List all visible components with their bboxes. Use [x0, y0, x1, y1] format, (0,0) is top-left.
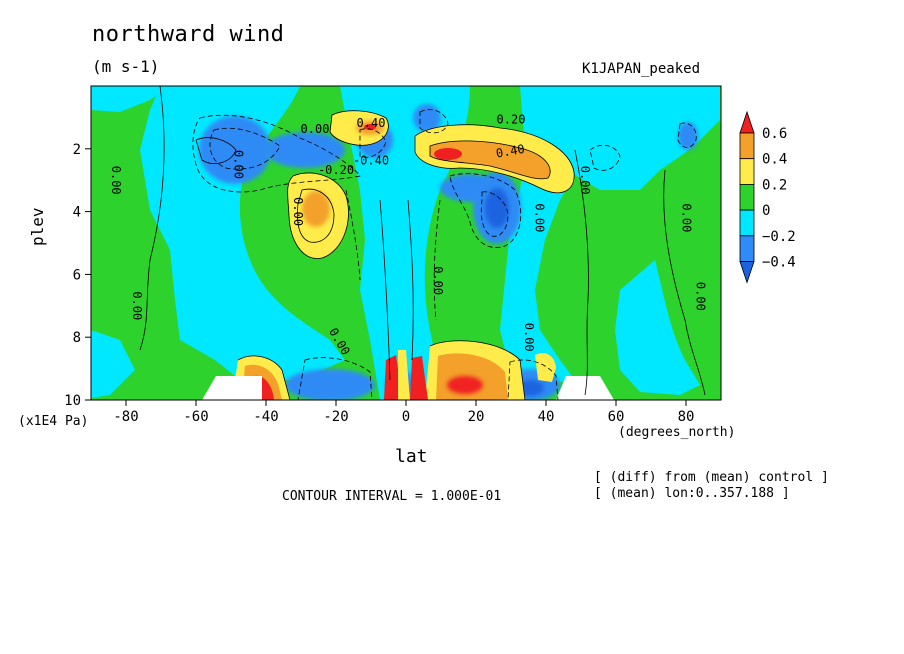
x-axis: -80 -60 -40 -20 0 20 40 60 80: [113, 400, 694, 425]
colorbar-label: 0.4: [762, 152, 787, 168]
y-tick-label: 4: [73, 205, 81, 221]
blob-neg-bottom-left: [285, 369, 375, 400]
blob-pos-small-right: [535, 353, 556, 382]
x-tick-label: 0: [402, 409, 410, 425]
contour-label: 0.00: [301, 122, 330, 136]
contour-label: 0.00: [232, 150, 246, 179]
colorbar-label: 0: [762, 203, 770, 219]
blob-pos-top-left-peak: [364, 124, 376, 130]
contour-lines-negative: [192, 109, 697, 400]
y-tick-label: 6: [73, 267, 81, 283]
contour-label: 0.00: [109, 166, 123, 195]
x-tick-label: 60: [608, 409, 625, 425]
contour-label: -0.40: [353, 154, 389, 168]
spike-center-red-1: [384, 355, 402, 400]
blob-pos-top-right-peak: [434, 148, 462, 160]
y-axis: 2 4 6 8 10: [64, 142, 91, 409]
negative-band-left-low: [91, 330, 135, 398]
blob-neg-upper-left-2: [265, 132, 345, 168]
x-axis-unit: (degrees_north): [618, 425, 736, 440]
x-tick-label: -20: [323, 409, 348, 425]
colorbar-segment: [739, 235, 755, 262]
colorbar: 0.6 0.4 0.2 0 −0.2 −0.4: [739, 110, 796, 284]
contour-lines: [139, 86, 706, 400]
plot-area: [91, 86, 721, 400]
chart-title: northward wind: [92, 22, 285, 47]
contour-label: 0.00: [578, 166, 592, 195]
y-tick-label: 10: [64, 393, 81, 409]
contour-label: 0.20: [497, 113, 526, 127]
blob-pos-mid-left-core: [302, 191, 330, 227]
contour-label: 0.00: [431, 266, 445, 295]
contour-label: 0.00: [522, 323, 536, 352]
contour-label: 0.40: [357, 116, 386, 130]
colorbar-segment: [739, 183, 755, 211]
diff-note: [ (diff) from (mean) control ]: [594, 470, 829, 485]
contour-label: 0.00: [533, 203, 547, 232]
colorbar-label: 0.6: [762, 126, 787, 142]
x-tick-label: 40: [538, 409, 555, 425]
mean-note: [ (mean) lon:0..357.188 ]: [594, 486, 790, 501]
negative-band-top-left: [91, 86, 170, 112]
contour-label: 0.00: [291, 197, 305, 226]
colorbar-label: −0.4: [762, 255, 796, 271]
contour-label: 0.00: [130, 291, 144, 320]
colorbar-segment: [739, 132, 755, 160]
colorbar-arrow-top: [739, 110, 755, 134]
colorbar-segment: [739, 158, 755, 185]
x-tick-label: -40: [253, 409, 278, 425]
x-tick-label: 20: [468, 409, 485, 425]
colorbar-arrow-bottom: [739, 261, 755, 284]
contour-label: -0.20: [318, 163, 354, 177]
colorbar-segment: [739, 209, 755, 237]
colorbar-label: −0.2: [762, 229, 796, 245]
colorbar-label: 0.2: [762, 177, 787, 193]
spike-center-red-2: [410, 356, 428, 400]
negative-band-sh: [140, 86, 345, 380]
blob-pos-bottom-center-right-peak: [447, 376, 483, 394]
x-tick-label: -60: [183, 409, 208, 425]
run-name: K1JAPAN_peaked: [582, 61, 701, 77]
missing-data-left: [202, 376, 262, 400]
contour-label: 0.00: [694, 282, 708, 311]
contour-interval-note: CONTOUR INTERVAL = 1.000E-01: [282, 489, 502, 504]
x-tick-label: 80: [678, 409, 695, 425]
y-axis-unit: (x1E4 Pa): [18, 414, 89, 429]
y-tick-label: 8: [73, 330, 81, 346]
blob-neg-mid-core: [485, 188, 509, 228]
spike-center-yellow: [398, 350, 410, 400]
contour-label: 0.40: [495, 142, 526, 161]
negative-band-right-strip: [615, 260, 700, 395]
chart-units: (m s-1): [92, 57, 160, 76]
contour-label: 0.00: [680, 203, 694, 232]
blob-neg-top-nh: [413, 104, 441, 132]
missing-data-right: [556, 376, 614, 400]
blob-pos-top-right-core: [430, 140, 551, 179]
y-tick-label: 2: [73, 142, 81, 158]
x-tick-label: -80: [113, 409, 138, 425]
x-axis-label: lat: [395, 446, 428, 467]
blob-neg-right-top: [678, 122, 698, 150]
y-axis-label: plev: [28, 207, 47, 246]
